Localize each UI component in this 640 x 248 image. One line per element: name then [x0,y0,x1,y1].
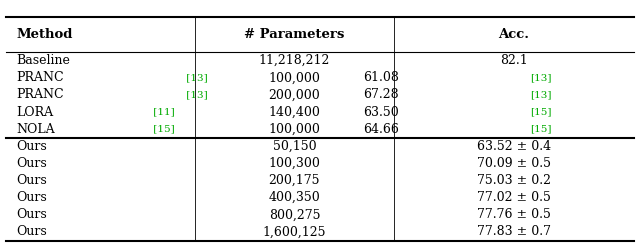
Text: 75.03 ± 0.2: 75.03 ± 0.2 [477,174,550,187]
Text: # Parameters: # Parameters [244,28,344,41]
Text: 800,275: 800,275 [269,208,320,221]
Text: Method: Method [16,28,72,41]
Text: 82.1: 82.1 [500,54,527,67]
Text: Baseline: Baseline [16,54,70,67]
Text: 67.28: 67.28 [364,89,399,101]
Text: 200,000: 200,000 [269,89,320,101]
Text: Ours: Ours [16,225,47,239]
Text: Ours: Ours [16,208,47,221]
Text: 63.50: 63.50 [364,106,399,119]
Text: 100,000: 100,000 [268,123,321,136]
Text: PRANC: PRANC [16,89,63,101]
Text: 77.83 ± 0.7: 77.83 ± 0.7 [477,225,550,239]
Text: [13]: [13] [183,91,208,99]
Text: 100,300: 100,300 [268,157,321,170]
Text: [15]: [15] [150,125,174,134]
Text: [13]: [13] [183,73,208,82]
Text: 61.08: 61.08 [364,71,399,84]
Text: 1,600,125: 1,600,125 [262,225,326,239]
Text: Acc.: Acc. [498,28,529,41]
Text: Ours: Ours [16,140,47,153]
Text: 200,175: 200,175 [269,174,320,187]
Text: [13]: [13] [531,73,552,82]
Text: 77.02 ± 0.5: 77.02 ± 0.5 [477,191,550,204]
Text: Ours: Ours [16,174,47,187]
Text: 11,218,212: 11,218,212 [259,54,330,67]
Text: 70.09 ± 0.5: 70.09 ± 0.5 [477,157,550,170]
Text: [15]: [15] [531,125,552,134]
Text: PRANC: PRANC [16,71,63,84]
Text: [11]: [11] [150,108,174,117]
Text: NOLA: NOLA [16,123,54,136]
Text: [13]: [13] [531,91,552,99]
Text: LORA: LORA [16,106,53,119]
Text: 140,400: 140,400 [268,106,321,119]
Text: 400,350: 400,350 [269,191,320,204]
Text: 100,000: 100,000 [268,71,321,84]
Text: Ours: Ours [16,157,47,170]
Text: 77.76 ± 0.5: 77.76 ± 0.5 [477,208,550,221]
Text: Ours: Ours [16,191,47,204]
Text: 63.52 ± 0.4: 63.52 ± 0.4 [477,140,550,153]
Text: 50,150: 50,150 [273,140,316,153]
Text: [15]: [15] [531,108,552,117]
Text: 64.66: 64.66 [364,123,399,136]
